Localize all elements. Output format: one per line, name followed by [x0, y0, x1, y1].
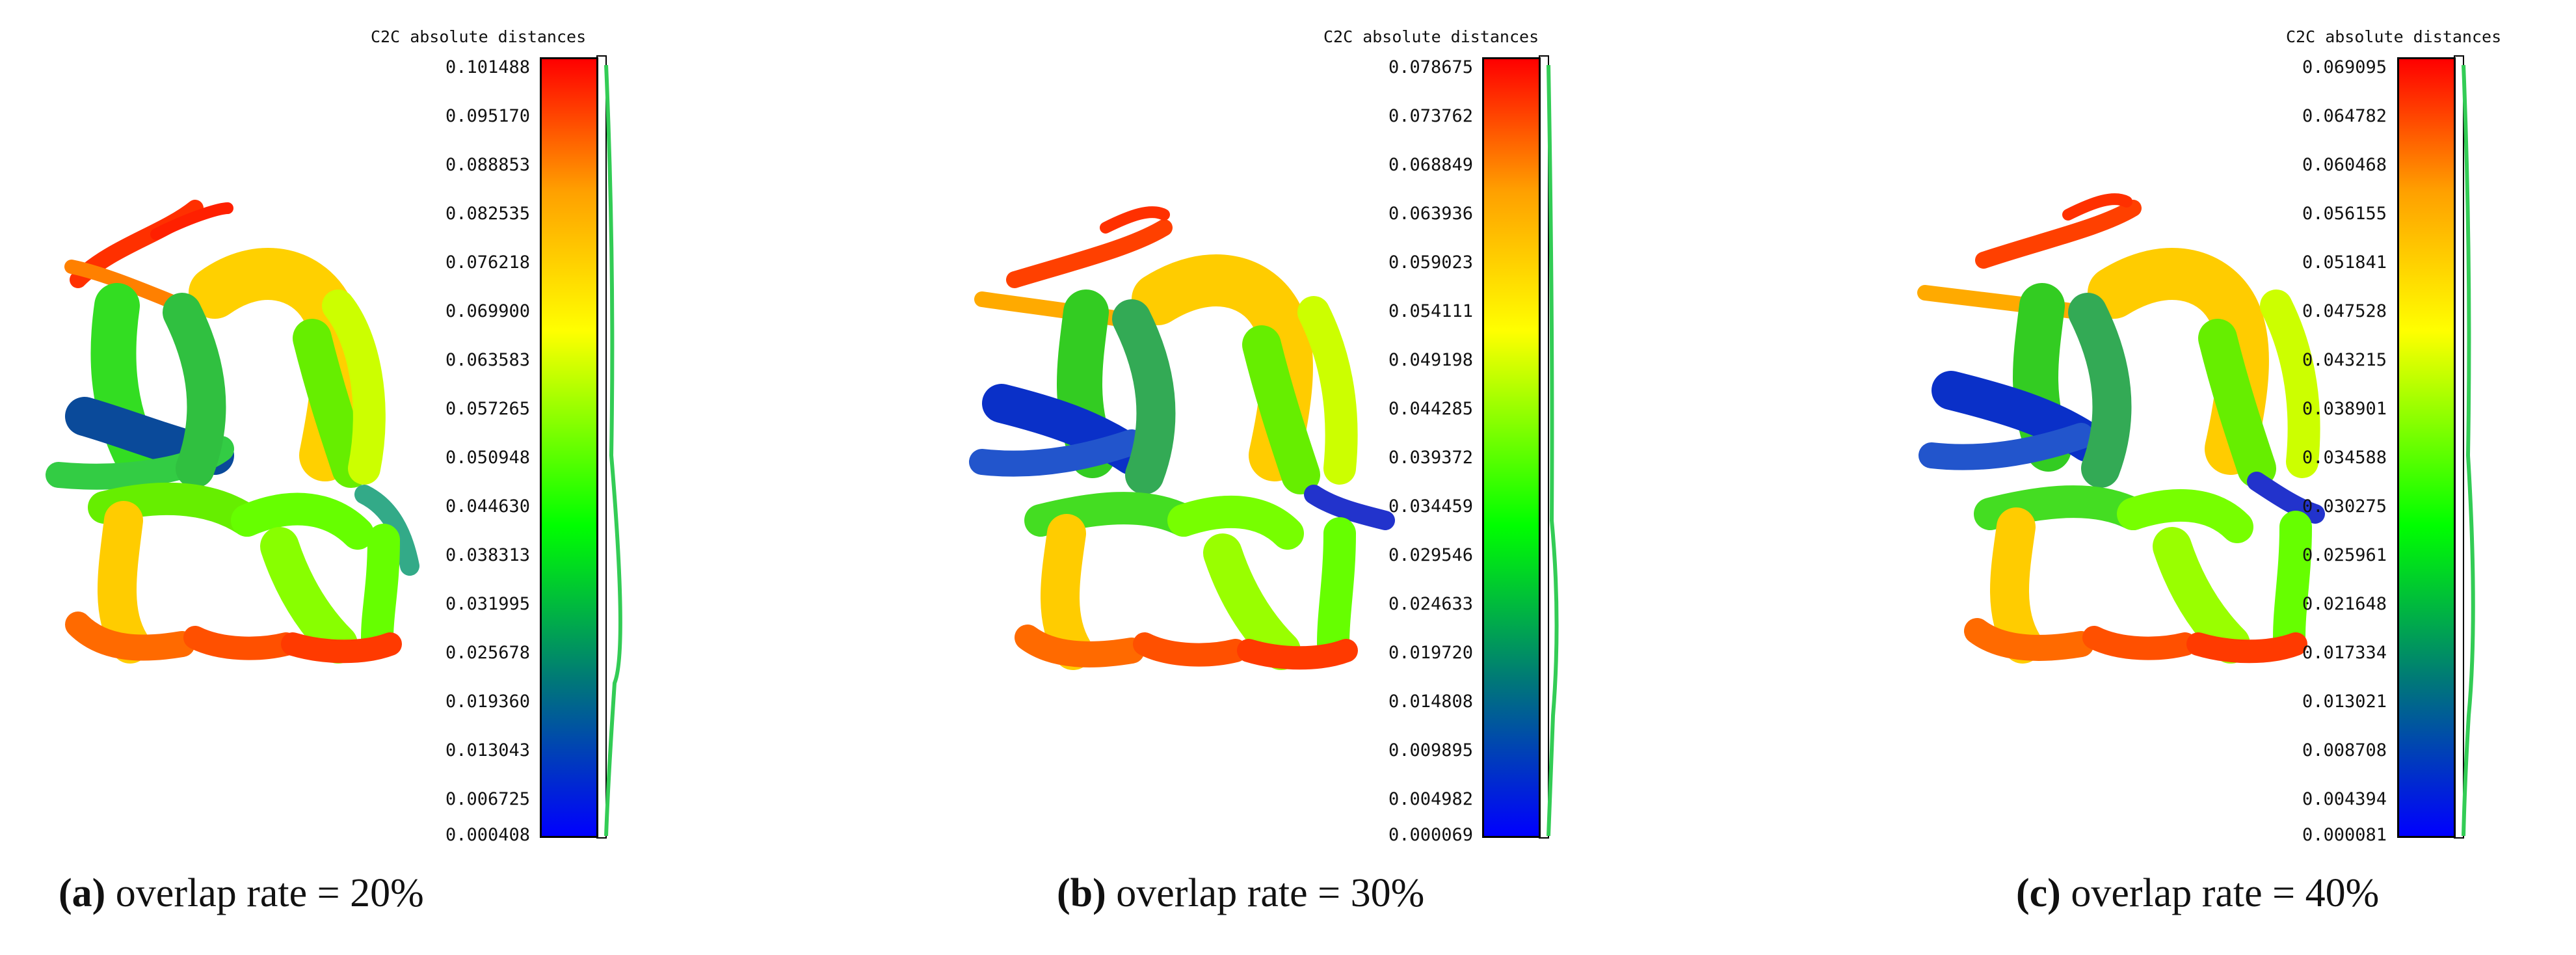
panel-b: C2C absolute distances 0.078675 0.073762…: [858, 0, 1717, 955]
tick-label: 0.004982: [1388, 789, 1473, 809]
tick-label: 0.051841: [2302, 252, 2387, 273]
tick-label: 0.057265: [445, 399, 530, 419]
scalar-field-title-c: C2C absolute distances: [2286, 27, 2502, 46]
tick-label: 0.047528: [2302, 301, 2387, 321]
tick-label: 0.034588: [2302, 448, 2387, 468]
tick-label: 0.059023: [1388, 252, 1473, 273]
tick-label: 0.095170: [445, 106, 530, 126]
tick-label: 0.004394: [2302, 789, 2387, 809]
tick-label: 0.063936: [1388, 204, 1473, 224]
tick-label: 0.024633: [1388, 594, 1473, 614]
tick-label: 0.068849: [1388, 155, 1473, 175]
caption-text: overlap rate = 40%: [2071, 871, 2380, 915]
tick-label: 0.029546: [1388, 545, 1473, 565]
color-scale-bar-b: [1482, 57, 1541, 838]
panel-c: C2C absolute distances 0.069095 0.064782…: [1717, 0, 2575, 955]
tick-label: 0.044630: [445, 496, 530, 517]
tick-label: 0.043215: [2302, 350, 2387, 370]
tick-label: 0.000408: [445, 825, 530, 845]
tick-label: 0.030275: [2302, 496, 2387, 517]
histogram-strip-c: [2454, 55, 2464, 839]
tick-label: 0.073762: [1388, 106, 1473, 126]
tick-label: 0.019360: [445, 692, 530, 712]
tick-label: 0.082535: [445, 204, 530, 224]
tick-label: 0.000069: [1388, 825, 1473, 845]
tick-label: 0.038313: [445, 545, 530, 565]
tick-label: 0.039372: [1388, 448, 1473, 468]
tick-label: 0.009895: [1388, 740, 1473, 760]
tick-label: 0.078675: [1388, 57, 1473, 77]
scalar-field-title-b: C2C absolute distances: [1323, 27, 1539, 46]
caption-b: (b) overlap rate = 30%: [1057, 870, 1424, 917]
tick-label: 0.069900: [445, 301, 530, 321]
tick-label: 0.031995: [445, 594, 530, 614]
dragon-point-cloud-c: [1917, 55, 2475, 839]
caption-text: overlap rate = 30%: [1116, 871, 1425, 915]
caption-label: (c): [2016, 871, 2061, 915]
caption-c: (c) overlap rate = 40%: [2016, 870, 2379, 917]
histogram-strip-a: [596, 55, 607, 839]
tick-label: 0.064782: [2302, 106, 2387, 126]
scalar-field-title-a: C2C absolute distances: [371, 27, 587, 46]
histogram-strip-b: [1539, 55, 1549, 839]
tick-label: 0.006725: [445, 789, 530, 809]
tick-label: 0.021648: [2302, 594, 2387, 614]
tick-label: 0.056155: [2302, 204, 2387, 224]
caption-label: (b): [1057, 871, 1106, 915]
color-scale-bar-a: [540, 57, 598, 838]
tick-label: 0.044285: [1388, 399, 1473, 419]
tick-label: 0.034459: [1388, 496, 1473, 517]
panel-a: C2C absolute distances 0.101488 0.095170…: [0, 0, 858, 955]
tick-label: 0.088853: [445, 155, 530, 175]
dragon-point-cloud-b: [969, 55, 1559, 839]
color-scale-bar-c: [2397, 57, 2456, 838]
tick-label: 0.050948: [445, 448, 530, 468]
caption-label: (a): [59, 871, 106, 915]
tick-label: 0.063583: [445, 350, 530, 370]
tick-label: 0.076218: [445, 252, 530, 273]
tick-label: 0.019720: [1388, 643, 1473, 663]
tick-label: 0.017334: [2302, 643, 2387, 663]
tick-label: 0.014808: [1388, 692, 1473, 712]
tick-label: 0.025961: [2302, 545, 2387, 565]
tick-label: 0.069095: [2302, 57, 2387, 77]
tick-label: 0.000081: [2302, 825, 2387, 845]
caption-text: overlap rate = 20%: [115, 871, 424, 915]
tick-label: 0.038901: [2302, 399, 2387, 419]
tick-label: 0.013043: [445, 740, 530, 760]
tick-label: 0.025678: [445, 643, 530, 663]
tick-label: 0.013021: [2302, 692, 2387, 712]
tick-label: 0.049198: [1388, 350, 1473, 370]
tick-label: 0.054111: [1388, 301, 1473, 321]
dragon-point-cloud-a: [46, 55, 622, 839]
tick-label: 0.008708: [2302, 740, 2387, 760]
tick-label: 0.060468: [2302, 155, 2387, 175]
caption-a: (a) overlap rate = 20%: [59, 870, 424, 917]
tick-label: 0.101488: [445, 57, 530, 77]
